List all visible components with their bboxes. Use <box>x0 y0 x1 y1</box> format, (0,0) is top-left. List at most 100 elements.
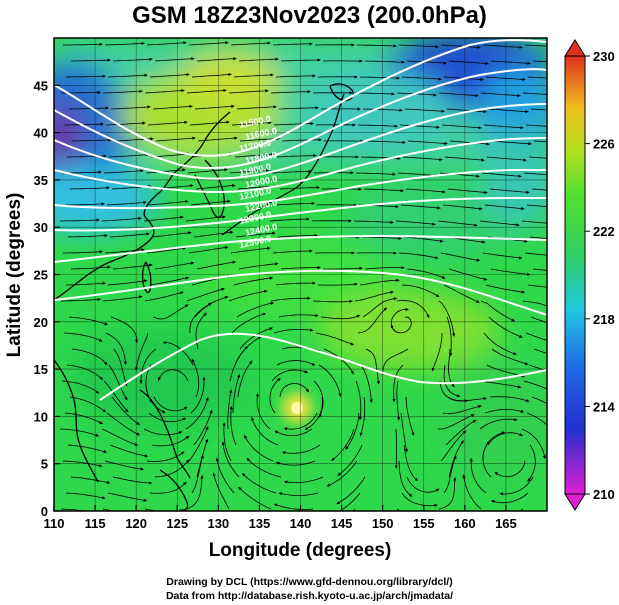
x-tick-label: 115 <box>85 516 106 531</box>
streamline <box>484 204 525 211</box>
streamline <box>229 168 270 174</box>
streamline <box>441 124 482 130</box>
colorbar-tick-label: 226 <box>593 137 615 152</box>
streamline <box>323 266 363 270</box>
streamline <box>70 476 111 484</box>
colorbar-tick-label: 230 <box>593 49 615 64</box>
streamline <box>71 348 108 366</box>
x-tick-label: 155 <box>413 516 435 531</box>
colorbar: 210 214 218 222 226 230 <box>564 39 615 511</box>
streamline <box>357 44 397 48</box>
x-axis: 110 115 120 125 130 135 140 145 150 155 160 165 <box>44 505 517 531</box>
height-contour <box>54 169 547 210</box>
streamline <box>185 396 209 430</box>
streamline <box>153 396 188 412</box>
streamline <box>275 281 316 286</box>
streamline <box>102 89 143 94</box>
streamline <box>531 188 547 191</box>
grid-lines <box>54 38 547 511</box>
streamline <box>443 284 480 303</box>
streamline <box>405 396 415 437</box>
credit-drawing: Drawing by DCL (https://www.gfd-dennou.o… <box>166 576 453 588</box>
streamline <box>304 396 323 430</box>
y-tick-label: 25 <box>34 268 48 283</box>
streamline <box>59 428 100 437</box>
y-tick-label: 30 <box>34 220 48 235</box>
y-tick-label: 15 <box>34 362 48 377</box>
chart-title: GSM 18Z23Nov2023 (200.0hPa) <box>132 2 487 29</box>
streamline <box>63 332 103 342</box>
streamline <box>63 42 103 46</box>
streamline <box>190 199 231 206</box>
streamline <box>186 474 204 510</box>
streamline <box>143 215 184 222</box>
streamline <box>485 76 526 81</box>
streamline <box>390 307 409 334</box>
streamline <box>106 200 147 206</box>
y-tick-label: 0 <box>41 504 48 519</box>
streamline <box>359 396 366 437</box>
x-tick-label: 150 <box>372 516 394 531</box>
streamline <box>238 262 279 270</box>
streamline <box>522 92 547 95</box>
streamline <box>446 316 453 357</box>
streamline <box>273 122 314 126</box>
streamline <box>483 332 517 355</box>
streamline <box>529 236 547 239</box>
x-tick-label: 140 <box>290 516 312 531</box>
streamline <box>438 92 479 98</box>
streamline <box>194 104 235 110</box>
y-tick-label: 5 <box>41 457 48 472</box>
x-tick-label: 165 <box>495 516 517 531</box>
streamline <box>246 457 282 478</box>
streamline <box>484 409 525 414</box>
streamline <box>521 428 547 460</box>
streamline <box>489 396 530 402</box>
streamline <box>188 426 209 462</box>
streamline <box>275 74 316 78</box>
streamline <box>113 348 128 387</box>
streamline <box>406 476 440 493</box>
streamline <box>479 417 518 430</box>
coastline-indochina <box>54 359 99 483</box>
streamline <box>397 172 438 178</box>
streamline <box>191 358 200 398</box>
streamline <box>66 74 106 78</box>
streamline <box>229 405 237 446</box>
streamline <box>533 140 547 143</box>
y-tick-label: 10 <box>34 409 48 424</box>
streamline <box>231 312 267 334</box>
streamline <box>524 44 547 47</box>
streamline <box>67 234 108 238</box>
credit-data: Data from http://database.rish.kyoto-u.a… <box>165 590 454 602</box>
height-contour <box>54 137 547 194</box>
streamline <box>485 284 526 294</box>
streamline <box>238 57 279 62</box>
streamline <box>135 332 149 371</box>
streamline <box>527 76 547 79</box>
streamline <box>69 396 107 413</box>
streamline <box>447 396 488 402</box>
streamline <box>188 245 229 254</box>
streamline <box>447 188 488 195</box>
streamline <box>146 246 187 254</box>
streamline <box>398 460 413 497</box>
streamline <box>431 332 443 372</box>
streamline <box>279 383 310 398</box>
height-contour <box>54 197 547 232</box>
streamline <box>446 108 487 114</box>
streamline <box>278 492 319 497</box>
streamline <box>107 73 148 78</box>
streamline <box>331 428 355 461</box>
streamline <box>276 154 317 158</box>
streamline <box>109 232 150 238</box>
streamline <box>149 276 190 286</box>
streamline <box>364 60 405 64</box>
streamline <box>445 419 477 446</box>
streamline <box>139 348 157 385</box>
y-tick-label: 20 <box>34 315 48 330</box>
streamline <box>251 416 279 446</box>
streamline <box>70 265 111 270</box>
streamline <box>482 252 523 260</box>
streamline <box>193 409 213 446</box>
